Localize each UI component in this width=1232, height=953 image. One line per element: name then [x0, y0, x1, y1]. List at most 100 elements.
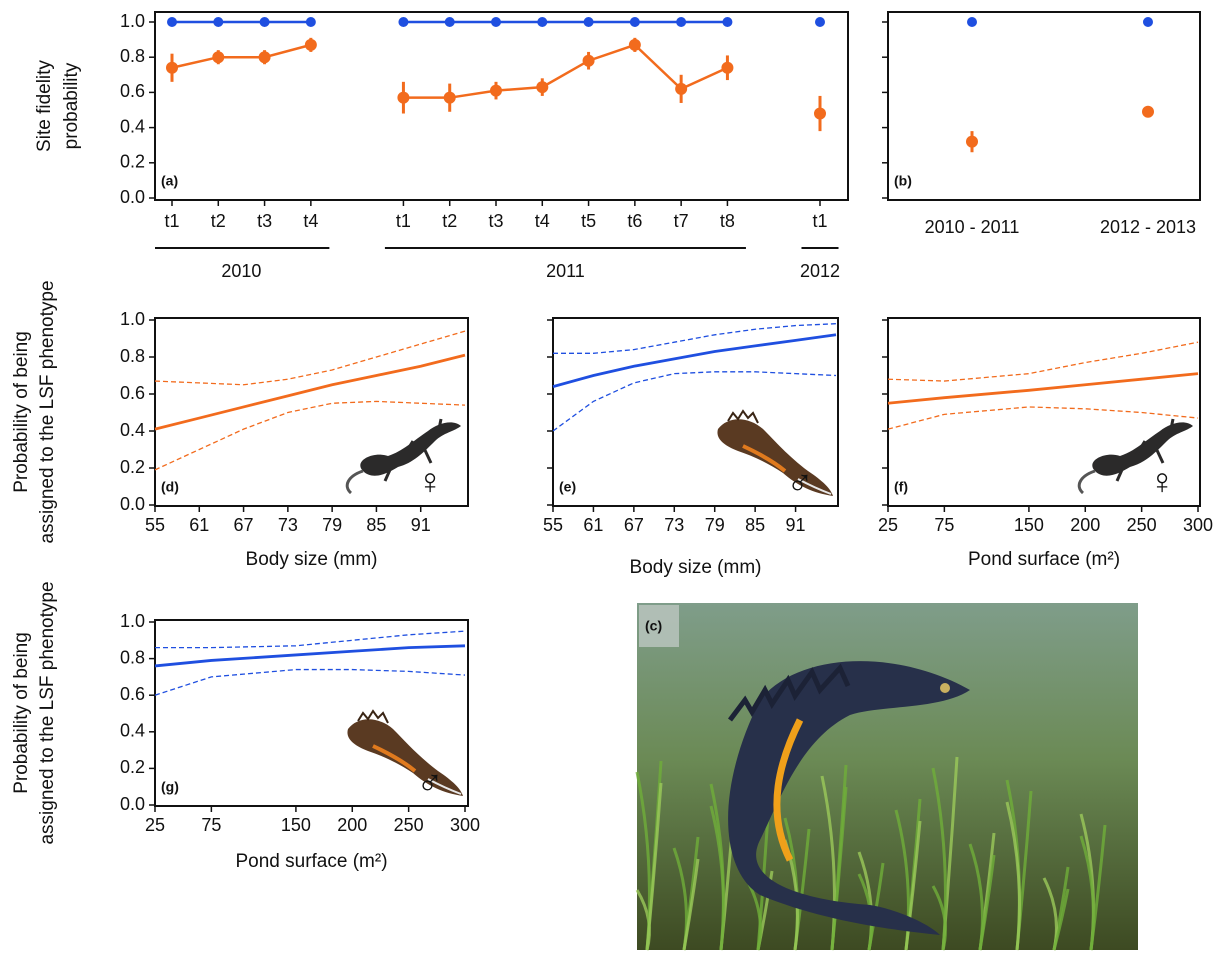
panel-label: (c)	[645, 618, 662, 634]
fitted-line	[887, 372, 1199, 405]
newt-belly	[372, 744, 417, 773]
newt-body	[360, 422, 461, 476]
newt-crest	[357, 709, 389, 724]
newt-illustration	[347, 709, 463, 796]
photo-grass	[1079, 835, 1095, 951]
x-tick-label: 250	[394, 815, 424, 835]
x-axis-label: Body size (mm)	[630, 557, 762, 578]
plot-frame	[552, 317, 839, 507]
x-tick-label: t3	[488, 211, 503, 231]
newt-legs	[1115, 418, 1175, 482]
x-tick-label: 75	[201, 815, 221, 835]
x-tick-label: 2012 - 2013	[1100, 217, 1196, 237]
panel-label-box	[639, 605, 679, 647]
y-tick-label: 0.4	[120, 116, 145, 136]
sex-symbol: ♀	[417, 461, 444, 502]
data-point	[398, 17, 409, 27]
x-tick-label: 150	[281, 815, 311, 835]
newt-illustration	[1077, 418, 1193, 495]
data-point	[536, 81, 549, 94]
data-point	[491, 17, 501, 27]
fitted-line	[154, 353, 466, 431]
photo-newt-belly	[773, 718, 804, 862]
series-line	[171, 43, 312, 69]
data-point	[213, 17, 224, 27]
confidence-bound	[552, 371, 837, 432]
y-tick-label: 1.0	[120, 11, 145, 31]
y-tick-label: 0.2	[120, 457, 145, 477]
newt-body	[347, 719, 463, 796]
photo-newt-crest	[728, 663, 851, 722]
x-tick-label: 61	[189, 515, 209, 535]
data-point	[258, 51, 271, 64]
y-axis-label: Probability of being	[11, 632, 32, 794]
data-point	[166, 61, 178, 74]
y-tick-label: 1.0	[120, 309, 145, 329]
y-tick-label: 0.2	[120, 757, 145, 777]
data-point	[212, 51, 225, 64]
y-tick-label: 0.8	[120, 346, 145, 366]
y-tick-label: 0.2	[120, 152, 145, 172]
photo-grass	[682, 858, 700, 951]
sex-symbol: ♂	[417, 761, 444, 802]
x-tick-label: t4	[303, 211, 318, 231]
x-tick-label: t4	[535, 211, 550, 231]
newt-tail-stripe	[427, 778, 462, 795]
data-point	[722, 17, 733, 27]
x-tick-label: 2010 - 2011	[925, 217, 1020, 237]
data-point	[675, 82, 688, 95]
data-point	[583, 17, 594, 27]
x-tick-label: 79	[322, 515, 342, 535]
group-label: 2012	[800, 261, 840, 281]
data-point	[966, 135, 978, 148]
x-tick-label: 55	[145, 515, 165, 535]
x-tick-label: 300	[1183, 515, 1213, 535]
newt-tail-stripe	[797, 478, 832, 495]
x-axis-label: Pond surface (m²)	[235, 851, 387, 872]
newt-tail	[345, 469, 364, 495]
newt-illustration	[345, 418, 461, 495]
x-tick-label: 91	[411, 515, 431, 535]
series-line	[403, 43, 728, 99]
plot-frame	[887, 11, 1201, 201]
panel: 0.0 0.2 0.4 0.6 0.8 1.0 Probability of being as…	[11, 280, 469, 570]
data-point	[1143, 17, 1153, 27]
fitted-line	[552, 333, 837, 388]
panel-label: (e)	[559, 479, 576, 495]
y-axis-label: probability	[61, 62, 82, 149]
photo-grass	[931, 767, 947, 951]
plot-frame	[154, 619, 469, 807]
panel-label: (a)	[161, 173, 178, 189]
newt-body	[1092, 422, 1193, 476]
x-tick-label: 67	[624, 515, 644, 535]
y-tick-label: 0.6	[120, 684, 145, 704]
newt-illustration	[717, 409, 833, 496]
x-tick-label: 250	[1127, 515, 1157, 535]
y-tick-label: 0.8	[120, 46, 145, 66]
data-point	[721, 61, 734, 74]
x-tick-label: 79	[705, 515, 725, 535]
photo-grass	[830, 786, 848, 951]
data-point	[1142, 105, 1154, 118]
data-point	[167, 17, 177, 27]
panel-label: (d)	[161, 479, 179, 495]
data-point	[582, 54, 595, 67]
data-point	[444, 17, 455, 27]
data-point	[305, 17, 316, 27]
panel-label: (b)	[894, 173, 912, 189]
x-tick-label: 85	[366, 515, 386, 535]
y-tick-label: 1.0	[120, 611, 145, 631]
confidence-bound	[154, 330, 466, 386]
panel: (e) 55 61 67 73 79 85 91 Body size (mm) ♂	[543, 317, 839, 578]
photo-newt-eye	[940, 683, 950, 693]
x-tick-label: 85	[745, 515, 765, 535]
x-tick-label: 200	[337, 815, 367, 835]
x-tick-label: 150	[1014, 515, 1044, 535]
x-tick-label: t7	[674, 211, 689, 231]
sex-symbol: ♀	[1149, 461, 1176, 502]
panel: (c)	[635, 603, 1138, 951]
fitted-line	[154, 644, 466, 668]
y-axis-label: Probability of being	[11, 331, 32, 493]
y-axis-label: Site fidelity	[34, 60, 55, 152]
